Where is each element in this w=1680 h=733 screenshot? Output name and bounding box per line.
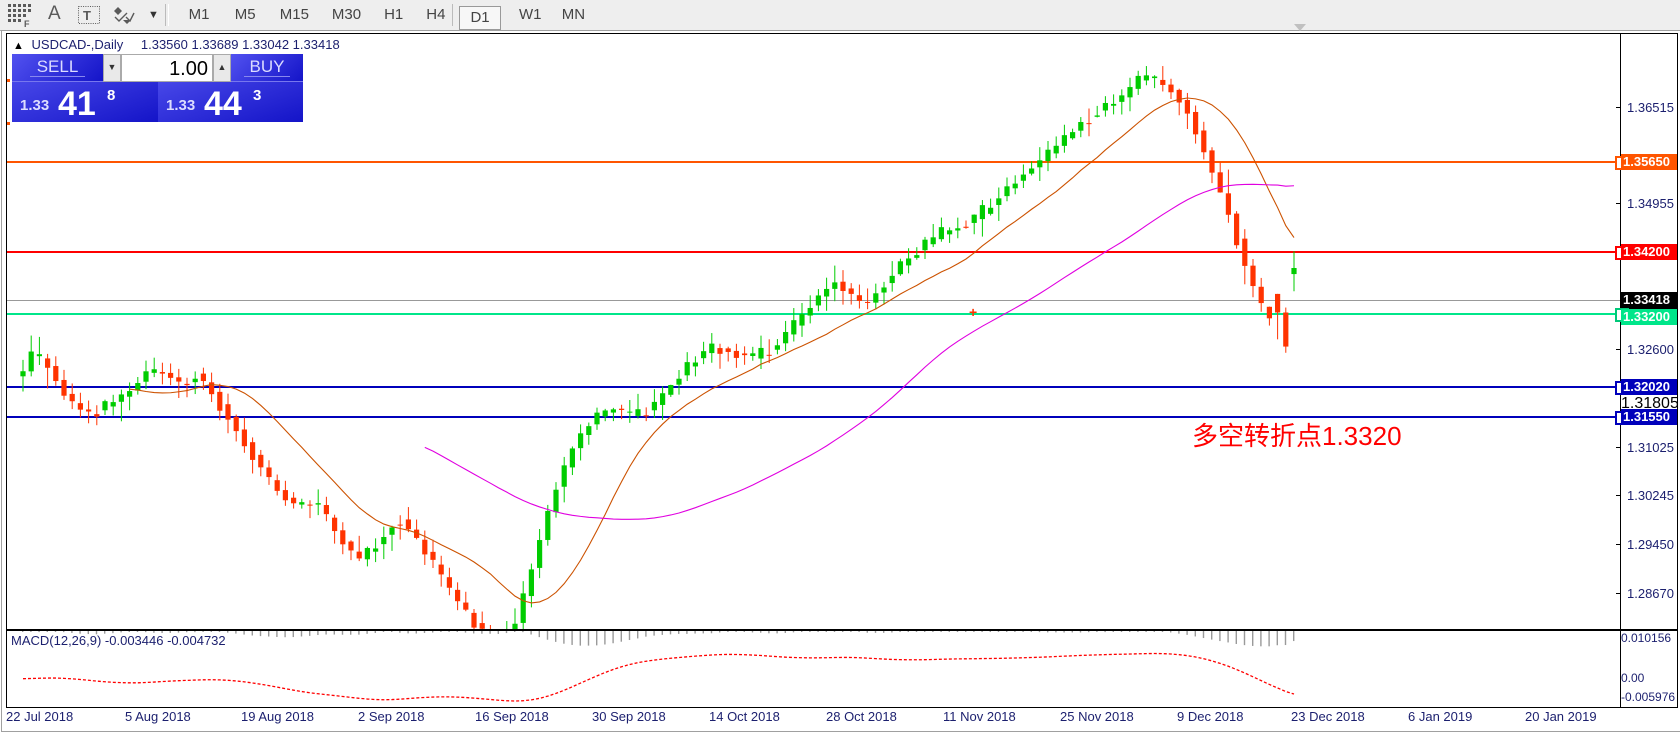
svg-text:F: F (24, 19, 30, 29)
svg-text:T: T (83, 8, 91, 23)
